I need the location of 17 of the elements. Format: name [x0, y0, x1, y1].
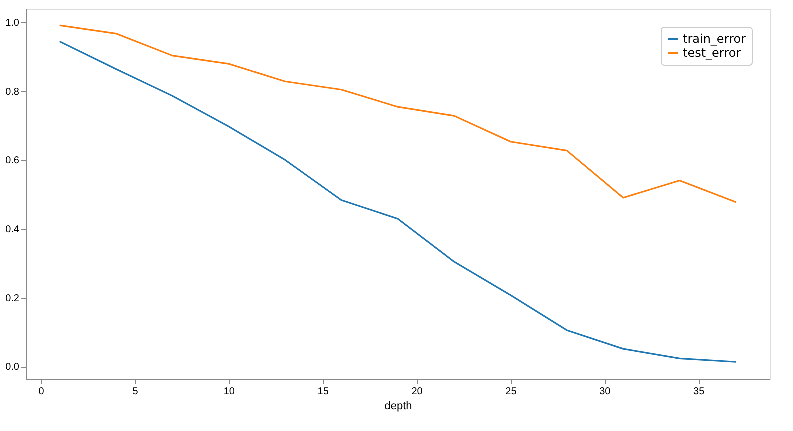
y-tick-label: 0.2 — [6, 293, 20, 304]
x-tick-label: 10 — [224, 386, 236, 398]
x-tick-label: 5 — [132, 386, 139, 398]
y-tick-label: 0.8 — [6, 86, 20, 98]
x-axis-title: depth — [384, 400, 412, 412]
x-tick-label: 20 — [412, 386, 424, 398]
x-tick-label: 15 — [318, 386, 330, 398]
y-tick-label: 0.4 — [6, 224, 20, 236]
y-tick-label: 1.0 — [6, 18, 20, 29]
x-tick-label: 30 — [600, 386, 612, 398]
x-tick-label: 0 — [38, 386, 45, 398]
x-tick-label: 35 — [694, 386, 706, 398]
y-tick-label: 0.0 — [6, 362, 20, 374]
legend-label: test_error — [683, 46, 742, 60]
y-tick-label: 0.6 — [6, 156, 20, 167]
x-tick-label: 25 — [506, 386, 518, 398]
legend-label: train_error — [683, 32, 746, 46]
